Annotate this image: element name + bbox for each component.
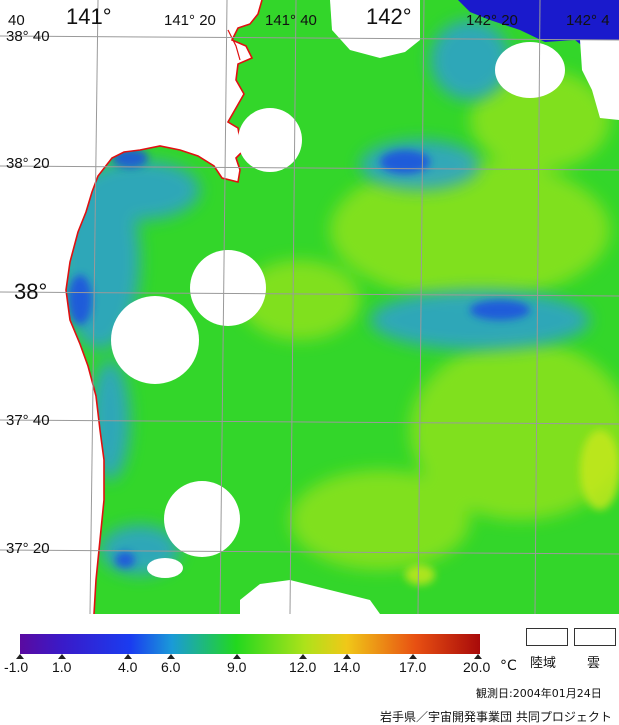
cloud-masks [111,0,619,614]
scale-tick [474,654,482,659]
lon-label-142: 142° [366,4,412,29]
sst-map [0,0,619,614]
lon-label-141-20: 141° 20 [164,12,216,29]
scale-tick [167,654,175,659]
land-area [0,0,262,614]
credit-line: 岩手県／宇宙開発事業団 共同プロジェクト [380,710,612,724]
land-legend-label: 陸域 [530,656,557,671]
scale-label: 12.0 [289,659,317,675]
scale-tick [299,654,307,659]
scale-tick [343,654,351,659]
scale-tick [233,654,241,659]
scale-label: 4.0 [118,659,138,675]
warm-spots [405,430,619,585]
land-legend-swatch [526,628,568,646]
corner-label: 40 [8,12,25,29]
scale-unit: °C [500,658,517,674]
scale-tick [409,654,417,659]
warm-water-patches [240,70,619,570]
lon-label-141-40: 141° 40 [265,12,317,29]
lon-label-142-40: 142° 4 [566,12,610,29]
scale-label: 9.0 [227,659,247,675]
scale-tick [124,654,132,659]
dark-water-patch [458,0,619,48]
lon-label-141: 141° [66,4,112,29]
lat-label-38-20: 38° 20 [6,155,50,172]
lon-label-142-20: 142° 20 [466,12,518,29]
lat-label-37-40: 37° 40 [6,412,50,429]
grid-lines [0,0,619,614]
observation-date: 観測日:2004年01月24日 [476,687,602,700]
scale-tick [16,654,24,659]
scale-tick [58,654,66,659]
scale-label: 6.0 [161,659,181,675]
scale-label: 20.0 [463,659,491,675]
scale-label: 14.0 [333,659,361,675]
lat-label-38: 38° [14,279,48,304]
coastline [65,0,263,614]
scale-label: 17.0 [399,659,427,675]
lat-label-37-20: 37° 20 [6,540,50,557]
lat-label-38-40: 38° 40 [6,28,50,45]
scale-label: -1.0 [4,659,29,675]
scale-label: 1.0 [52,659,72,675]
river-boundary [227,29,241,61]
temperature-color-scale [20,634,480,654]
cloud-legend-swatch [574,628,616,646]
cloud-legend-label: 雲 [587,656,601,671]
